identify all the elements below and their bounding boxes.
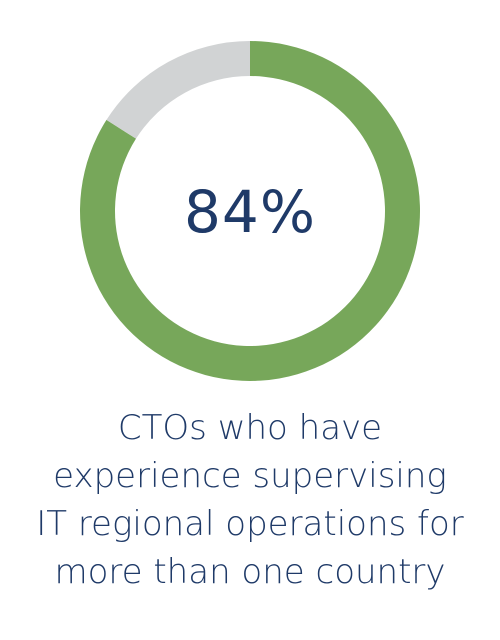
center-percentage-label: 84%: [184, 178, 316, 246]
caption-line-3: IT regional operations for: [36, 504, 464, 544]
donut-chart: 84%: [79, 41, 420, 381]
caption: CTOs who have experience supervising IT …: [0, 404, 500, 596]
caption-line-4: more than one country: [54, 552, 446, 592]
caption-line-1: CTOs who have: [117, 408, 383, 448]
slice-remainder: [106, 41, 250, 139]
donut-slices: [79, 41, 420, 381]
caption-line-2: experience supervising: [53, 456, 447, 496]
